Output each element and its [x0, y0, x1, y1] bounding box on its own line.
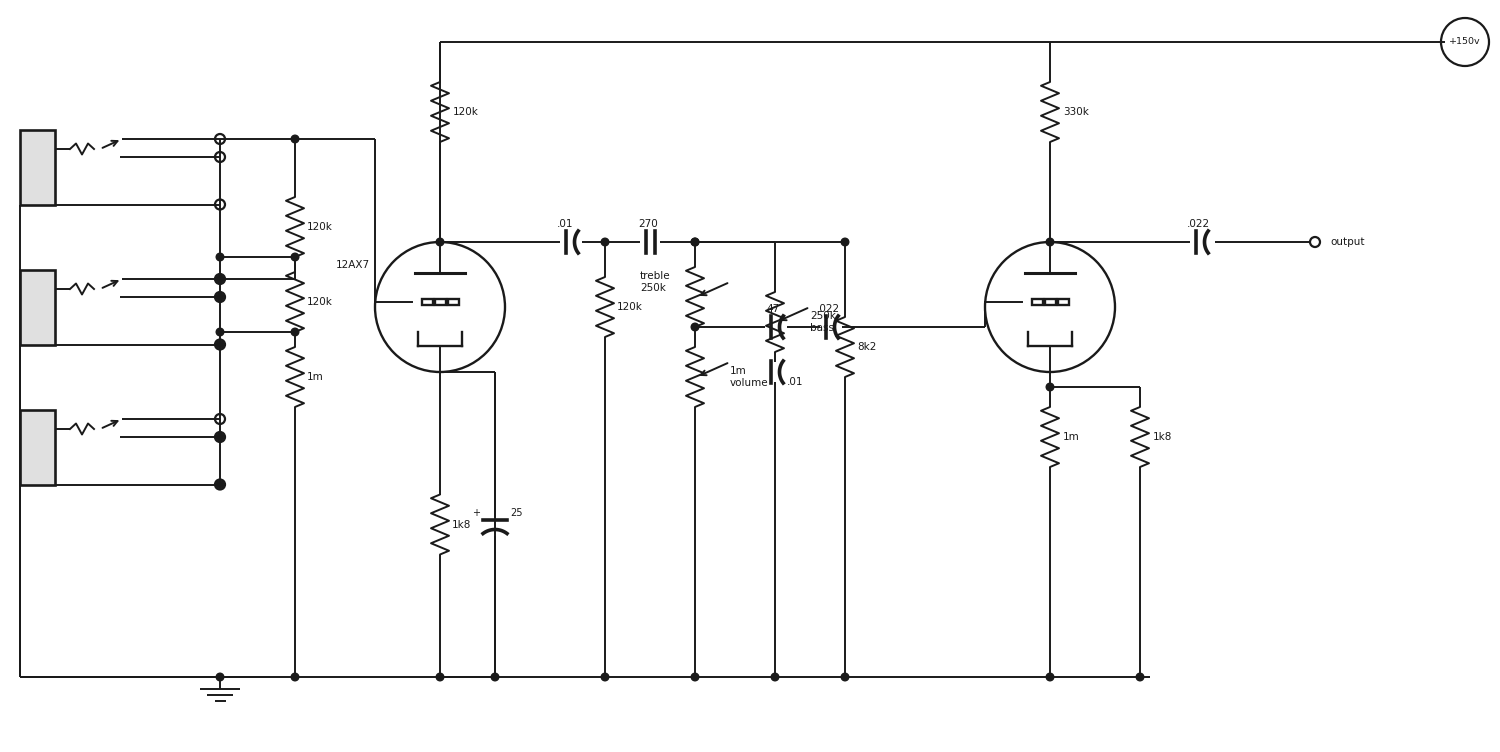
Circle shape	[216, 481, 223, 488]
Text: 8k2: 8k2	[856, 342, 876, 352]
Circle shape	[1046, 238, 1054, 246]
Text: +: +	[472, 508, 480, 518]
Bar	[1058, 299, 1068, 305]
Circle shape	[1046, 384, 1054, 391]
Bar	[447, 299, 459, 305]
Circle shape	[692, 238, 699, 246]
Text: 1m: 1m	[1064, 432, 1080, 442]
Bar	[20, 410, 56, 484]
Bar	[422, 299, 432, 305]
Circle shape	[692, 238, 699, 246]
Circle shape	[602, 673, 609, 681]
Circle shape	[436, 238, 444, 246]
Text: 1k8: 1k8	[452, 520, 471, 529]
Text: output: output	[1330, 237, 1365, 247]
Bar	[1044, 299, 1056, 305]
Text: 120k: 120k	[453, 107, 478, 117]
Bar	[1032, 299, 1042, 305]
Text: .022: .022	[1186, 219, 1209, 229]
Circle shape	[842, 673, 849, 681]
Circle shape	[490, 673, 500, 681]
Circle shape	[291, 673, 298, 681]
Text: 1k8: 1k8	[1154, 432, 1173, 442]
Circle shape	[216, 328, 223, 336]
Text: 12AX7: 12AX7	[336, 259, 370, 270]
Text: .022: .022	[816, 304, 840, 314]
Text: 1m: 1m	[308, 372, 324, 382]
Text: treble
250k: treble 250k	[640, 271, 670, 293]
Circle shape	[842, 238, 849, 246]
Text: 25: 25	[510, 508, 522, 517]
Circle shape	[291, 328, 298, 336]
Circle shape	[291, 253, 298, 261]
Circle shape	[216, 673, 223, 681]
Text: 250k
bass: 250k bass	[810, 311, 836, 333]
Text: 1m
volume: 1m volume	[730, 366, 768, 388]
Text: .01: .01	[788, 377, 804, 387]
Bar	[20, 129, 56, 205]
Text: 330k: 330k	[1064, 107, 1089, 117]
Circle shape	[602, 238, 609, 246]
Circle shape	[771, 673, 778, 681]
Text: 120k: 120k	[308, 222, 333, 232]
Text: 120k: 120k	[308, 297, 333, 307]
Circle shape	[216, 341, 223, 348]
Text: 120k: 120k	[616, 302, 644, 312]
Bar	[435, 299, 445, 305]
Circle shape	[216, 293, 223, 301]
Text: 270: 270	[638, 219, 658, 229]
Text: .01: .01	[556, 219, 573, 229]
Circle shape	[436, 673, 444, 681]
Text: +150v: +150v	[1449, 38, 1480, 47]
Circle shape	[216, 433, 223, 441]
Bar	[20, 269, 56, 344]
Circle shape	[216, 275, 223, 283]
Circle shape	[216, 253, 223, 261]
Text: 47: 47	[766, 304, 780, 314]
Circle shape	[1136, 673, 1144, 681]
Circle shape	[692, 323, 699, 331]
Circle shape	[291, 135, 298, 143]
Circle shape	[692, 673, 699, 681]
Circle shape	[1046, 673, 1054, 681]
